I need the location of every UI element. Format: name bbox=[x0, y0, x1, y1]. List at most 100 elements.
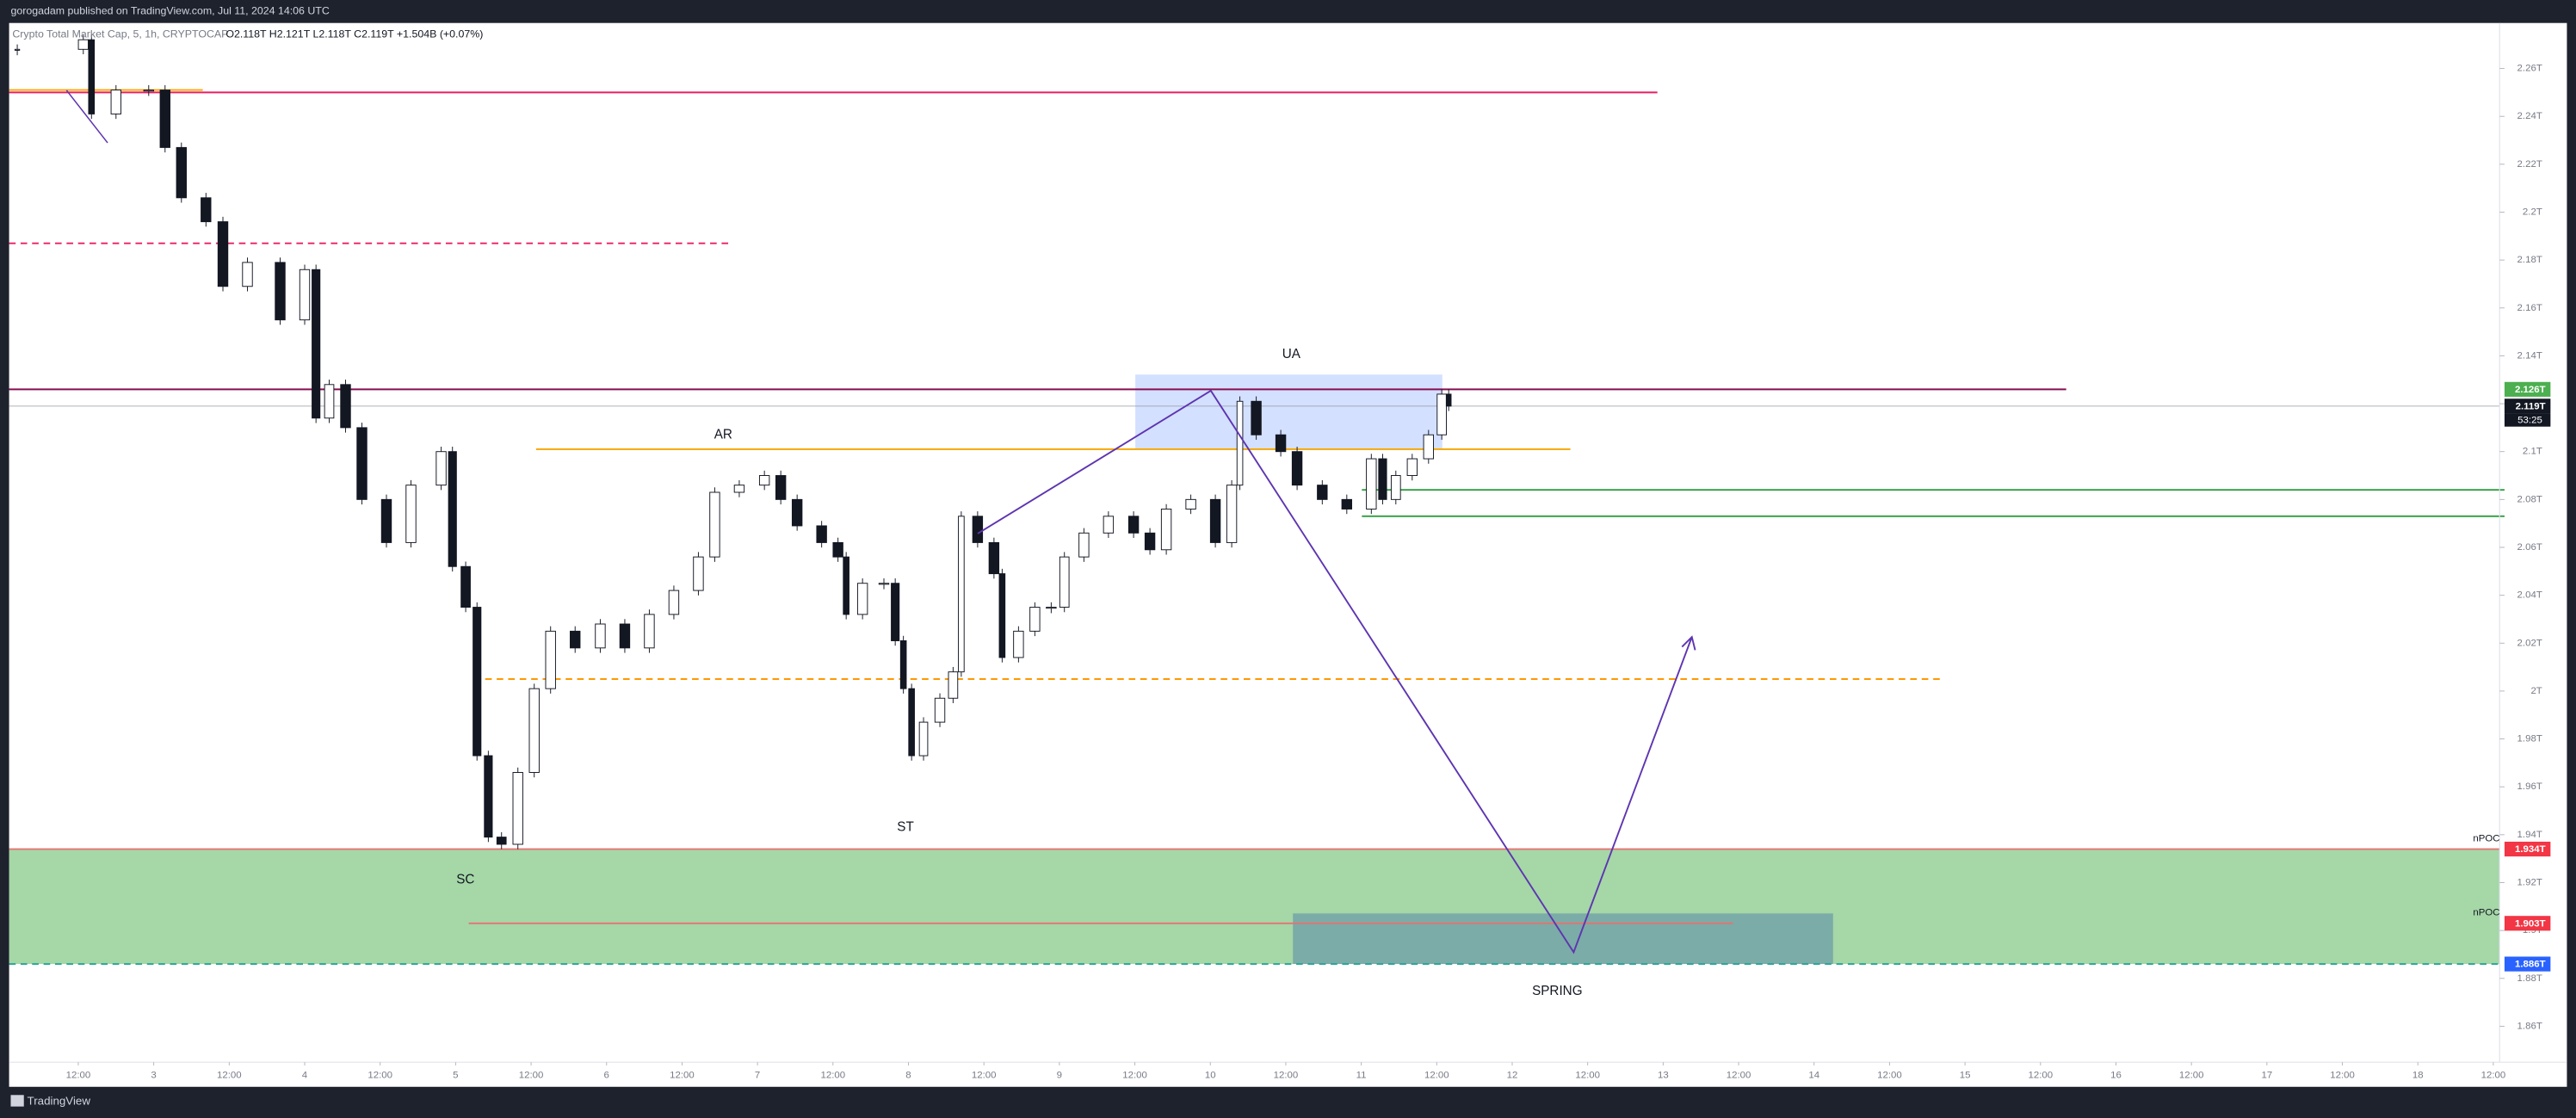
candle bbox=[1251, 400, 1262, 435]
x-tick-label: 11 bbox=[1356, 1070, 1367, 1080]
y-tick-label: 1.92T bbox=[2517, 878, 2542, 888]
candle bbox=[1236, 400, 1244, 486]
candle bbox=[484, 755, 493, 838]
x-tick-label: 7 bbox=[755, 1070, 760, 1080]
x-tick-label: 14 bbox=[1808, 1070, 1819, 1080]
candle bbox=[948, 671, 959, 699]
candle bbox=[14, 48, 21, 51]
candle bbox=[436, 451, 447, 486]
candle bbox=[816, 525, 827, 543]
candle bbox=[110, 90, 121, 114]
candle bbox=[988, 541, 1000, 575]
poc-label: nPOC bbox=[2473, 834, 2499, 844]
candle bbox=[891, 583, 900, 641]
candle bbox=[733, 485, 745, 493]
levels bbox=[9, 89, 2505, 966]
candle bbox=[998, 573, 1006, 658]
candle bbox=[159, 90, 170, 148]
candle bbox=[1209, 498, 1221, 543]
candle bbox=[312, 269, 321, 419]
candle bbox=[1029, 607, 1041, 632]
candle bbox=[496, 837, 507, 845]
candle bbox=[356, 427, 368, 500]
logo-icon bbox=[10, 1095, 24, 1107]
candle bbox=[644, 614, 655, 649]
candle bbox=[1160, 508, 1172, 551]
candle bbox=[832, 541, 843, 558]
y-tick-label: 2T bbox=[2530, 686, 2542, 696]
candle bbox=[405, 485, 417, 543]
y-tick-label: 1.96T bbox=[2517, 781, 2542, 792]
x-tick-label: 12:00 bbox=[217, 1070, 242, 1080]
candle bbox=[324, 384, 335, 419]
price-tag-label: 1.934T bbox=[2515, 844, 2546, 855]
candle bbox=[448, 451, 457, 567]
candle bbox=[1078, 532, 1090, 558]
projection-arrow bbox=[1681, 635, 1696, 651]
x-tick-label: 12:00 bbox=[1274, 1070, 1299, 1080]
candle bbox=[275, 262, 286, 321]
x-tick-label: 4 bbox=[302, 1070, 308, 1080]
candle bbox=[176, 146, 187, 199]
candle bbox=[1185, 498, 1196, 510]
header: gorogadam published on TradingView.com, … bbox=[10, 5, 329, 17]
candle bbox=[791, 498, 803, 527]
candle bbox=[1317, 485, 1328, 500]
x-tick-label: 8 bbox=[905, 1070, 911, 1080]
footer-logo: TradingView bbox=[28, 1094, 91, 1107]
candle bbox=[143, 90, 154, 92]
annotation: SC bbox=[456, 872, 474, 886]
candle bbox=[201, 197, 212, 223]
target-box bbox=[1293, 913, 1833, 965]
price-tag bbox=[2504, 956, 2551, 972]
y-tick-label: 2.16T bbox=[2517, 303, 2542, 313]
y-tick-label: 2.18T bbox=[2517, 255, 2542, 265]
axes: 1.86T1.88T1.9T1.92T1.94T1.96T1.98T2T2.02… bbox=[66, 64, 2551, 1080]
y-tick-label: 2.26T bbox=[2517, 64, 2542, 74]
candle bbox=[1144, 532, 1156, 551]
candle bbox=[1378, 458, 1387, 500]
y-tick-label: 2.06T bbox=[2517, 542, 2542, 553]
price-tag bbox=[2504, 841, 2551, 857]
x-tick-label: 12:00 bbox=[519, 1070, 544, 1080]
candle bbox=[1291, 451, 1303, 486]
x-tick-label: 12:00 bbox=[820, 1070, 845, 1080]
candle bbox=[934, 697, 946, 723]
price-tag-label: 2.126T bbox=[2515, 385, 2546, 395]
candle bbox=[1390, 475, 1401, 500]
annotation: ST bbox=[897, 819, 913, 834]
x-tick-label: 12:00 bbox=[972, 1070, 997, 1080]
x-tick-label: 15 bbox=[1960, 1070, 1971, 1080]
candle bbox=[1226, 485, 1238, 543]
x-tick-label: 12:00 bbox=[368, 1070, 392, 1080]
y-tick-label: 2.02T bbox=[2517, 638, 2542, 648]
x-tick-label: 12:00 bbox=[2481, 1070, 2506, 1080]
candle bbox=[380, 498, 392, 543]
candle bbox=[88, 39, 96, 114]
candle bbox=[918, 721, 929, 757]
candle bbox=[595, 623, 606, 649]
x-tick-label: 6 bbox=[604, 1070, 609, 1080]
candle bbox=[1436, 393, 1447, 435]
price-tag bbox=[2504, 398, 2551, 414]
x-tick-label: 3 bbox=[151, 1070, 156, 1080]
projection-path bbox=[977, 389, 1693, 954]
candle bbox=[1341, 498, 1353, 510]
candle bbox=[512, 772, 523, 845]
y-tick-label: 2.22T bbox=[2517, 159, 2542, 170]
candle bbox=[899, 640, 907, 689]
candle bbox=[1406, 458, 1418, 477]
y-tick-label: 1.88T bbox=[2517, 973, 2542, 984]
candle bbox=[1275, 434, 1287, 453]
price-tag-label: 1.903T bbox=[2515, 918, 2546, 929]
candle bbox=[619, 623, 631, 649]
y-tick-label: 2.1T bbox=[2523, 447, 2542, 457]
y-tick-label: 2.2T bbox=[2523, 207, 2542, 218]
poc-label: nPOC bbox=[2473, 908, 2499, 918]
x-tick-label: 12:00 bbox=[2028, 1070, 2053, 1080]
x-tick-label: 12:00 bbox=[66, 1070, 91, 1080]
candle bbox=[1059, 556, 1070, 608]
demand-zone bbox=[9, 849, 2500, 965]
x-tick-label: 10 bbox=[1205, 1070, 1216, 1080]
